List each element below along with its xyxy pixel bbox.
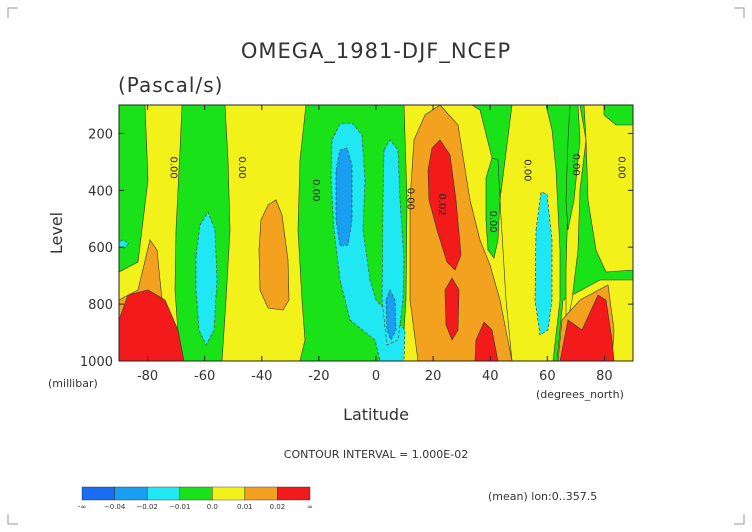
y-tick-label: 800 <box>88 298 113 313</box>
contour-label: 0.00 <box>404 188 415 210</box>
contour-label: 0.00 <box>236 156 247 178</box>
chart-title: OMEGA_1981-DJF_NCEP <box>241 39 511 64</box>
band-blue <box>335 147 397 341</box>
x-tick-label: 40 <box>482 369 499 384</box>
x-axis: -80 -60 -40 -20 0 20 40 60 80 <box>137 105 613 384</box>
colorbar-swatch <box>244 486 278 501</box>
colorbar-label: 0.02 <box>270 503 286 511</box>
contour-label: 0.00 <box>310 179 321 201</box>
contour-label: 0.00 <box>167 156 178 178</box>
x-tick-label: -20 <box>308 369 329 384</box>
colorbar-label: ∞ <box>307 503 313 511</box>
contour-interval-text: CONTOUR INTERVAL = 1.000E-02 <box>284 448 468 461</box>
x-unit-label: (degrees_north) <box>536 388 624 401</box>
contour-label: 0.00 <box>616 156 627 178</box>
contour-label: 0.00 <box>570 154 581 176</box>
band-red <box>119 139 615 361</box>
contour-label: 0.02 <box>436 193 447 215</box>
x-tick-label: 80 <box>596 369 613 384</box>
colorbar-swatch <box>179 486 213 501</box>
colorbar-swatch <box>114 486 148 501</box>
colorbar-label: −0.01 <box>169 503 190 511</box>
y-axis-title: Level <box>47 212 66 254</box>
y-tick-label: 400 <box>88 184 113 199</box>
x-tick-label: -80 <box>137 369 158 384</box>
corner-marks <box>7 7 745 525</box>
x-tick-label: -40 <box>251 369 272 384</box>
y-axis: 200 400 600 800 1000 <box>80 127 633 370</box>
x-tick-label: 0 <box>372 369 380 384</box>
footnote: (mean) lon:0..357.5 <box>488 490 597 503</box>
contour-label: 0.00 <box>487 210 498 232</box>
colorbar-swatch <box>277 486 311 501</box>
colorbar-label: -∞ <box>78 503 86 511</box>
x-tick-label: -60 <box>194 369 215 384</box>
x-axis-title: Latitude <box>343 405 409 424</box>
colorbar-label: 0.01 <box>237 503 253 511</box>
colorbar: -∞ −0.04 −0.02 −0.01 0.0 0.01 0.02 ∞ <box>78 486 313 511</box>
chart-subtitle: (Pascal/s) <box>118 73 223 97</box>
contour-label: 0.00 <box>521 159 532 181</box>
y-tick-label: 200 <box>88 127 113 142</box>
colorbar-swatch <box>81 486 115 501</box>
colorbar-swatch <box>146 486 180 501</box>
band-green-patches <box>485 105 581 259</box>
contour-labels: 0.00 0.00 0.00 0.00 0.02 0.00 0.00 0.00 0.00 <box>167 154 626 233</box>
colorbar-swatch <box>212 486 246 501</box>
colorbar-label: 0.0 <box>207 503 218 511</box>
y-tick-label: 1000 <box>80 355 113 370</box>
y-unit-label: (millibar) <box>48 377 98 390</box>
y-tick-label: 600 <box>88 241 113 256</box>
plot-area: -80 -60 -40 -20 0 20 40 60 80 200 400 600 800 1000 0… <box>80 104 634 384</box>
x-tick-label: 60 <box>539 369 556 384</box>
x-tick-label: 20 <box>425 369 442 384</box>
colorbar-label: −0.04 <box>104 503 126 511</box>
colorbar-label: −0.02 <box>136 503 157 511</box>
